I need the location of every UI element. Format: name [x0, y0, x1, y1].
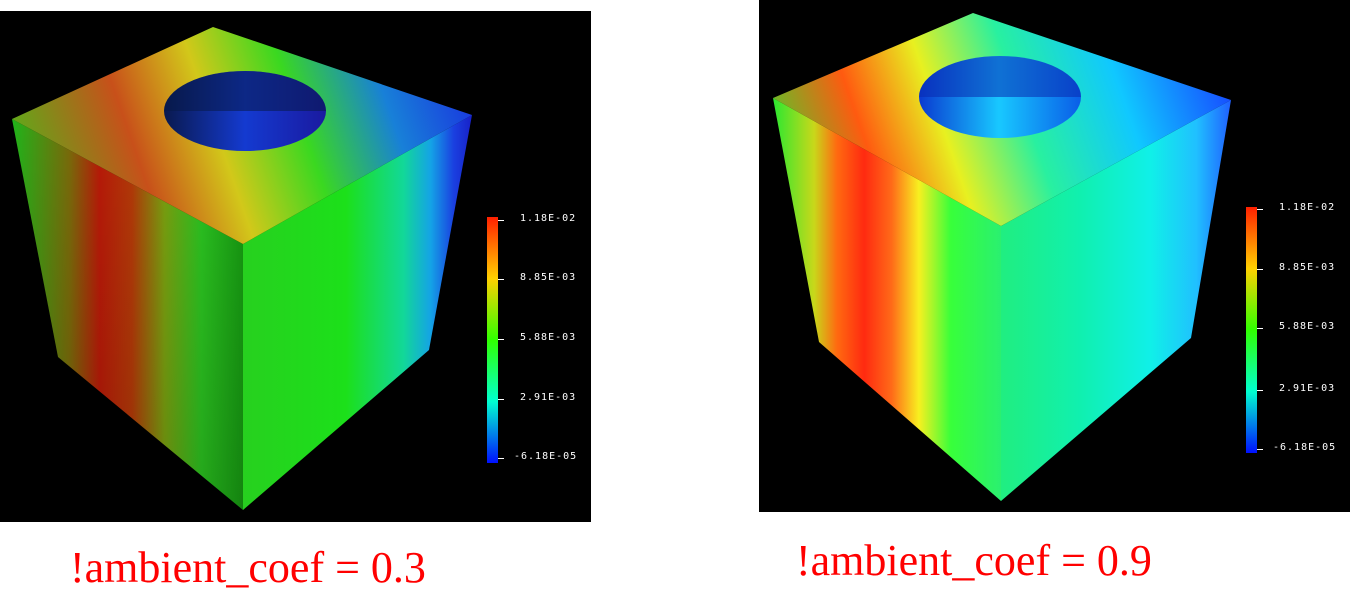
- colorbar-label: 2.91E-03: [1279, 383, 1336, 394]
- render-panel-left: 1.18E-02 8.85E-03 5.88E-03 2.91E-03 -6.1…: [0, 11, 591, 522]
- colorbar-tick: [498, 220, 504, 221]
- caption-left: !ambient_coef = 0.3: [70, 543, 426, 592]
- colorbar-tick: [1257, 209, 1263, 210]
- colorbar-tick: [1257, 328, 1263, 329]
- colorbar-tick: [1257, 449, 1263, 450]
- render-panel-right: 1.18E-02 8.85E-03 5.88E-03 2.91E-03 -6.1…: [759, 0, 1350, 512]
- colorbar-label: 1.18E-02: [1279, 202, 1336, 213]
- colorbar-label: 5.88E-03: [520, 332, 577, 343]
- colorbar-right: [1246, 207, 1257, 453]
- colorbar-left: [487, 217, 498, 463]
- colorbar-tick: [1257, 390, 1263, 391]
- colorbar-label: 8.85E-03: [520, 272, 577, 283]
- colorbar-tick: [1257, 269, 1263, 270]
- colorbar-label: 8.85E-03: [1279, 262, 1336, 273]
- colorbar-tick: [498, 279, 504, 280]
- colorbar-tick: [498, 399, 504, 400]
- caption-right: !ambient_coef = 0.9: [796, 536, 1152, 585]
- colorbar-tick: [498, 339, 504, 340]
- colorbar-label: 1.18E-02: [520, 213, 577, 224]
- colorbar-tick: [498, 458, 504, 459]
- cube-render-right: [773, 13, 1231, 501]
- colorbar-label: 2.91E-03: [520, 392, 577, 403]
- cube-render-left: [12, 27, 472, 510]
- colorbar-label: -6.18E-05: [1273, 442, 1337, 453]
- colorbar-label: 5.88E-03: [1279, 321, 1336, 332]
- colorbar-label: -6.18E-05: [514, 451, 578, 462]
